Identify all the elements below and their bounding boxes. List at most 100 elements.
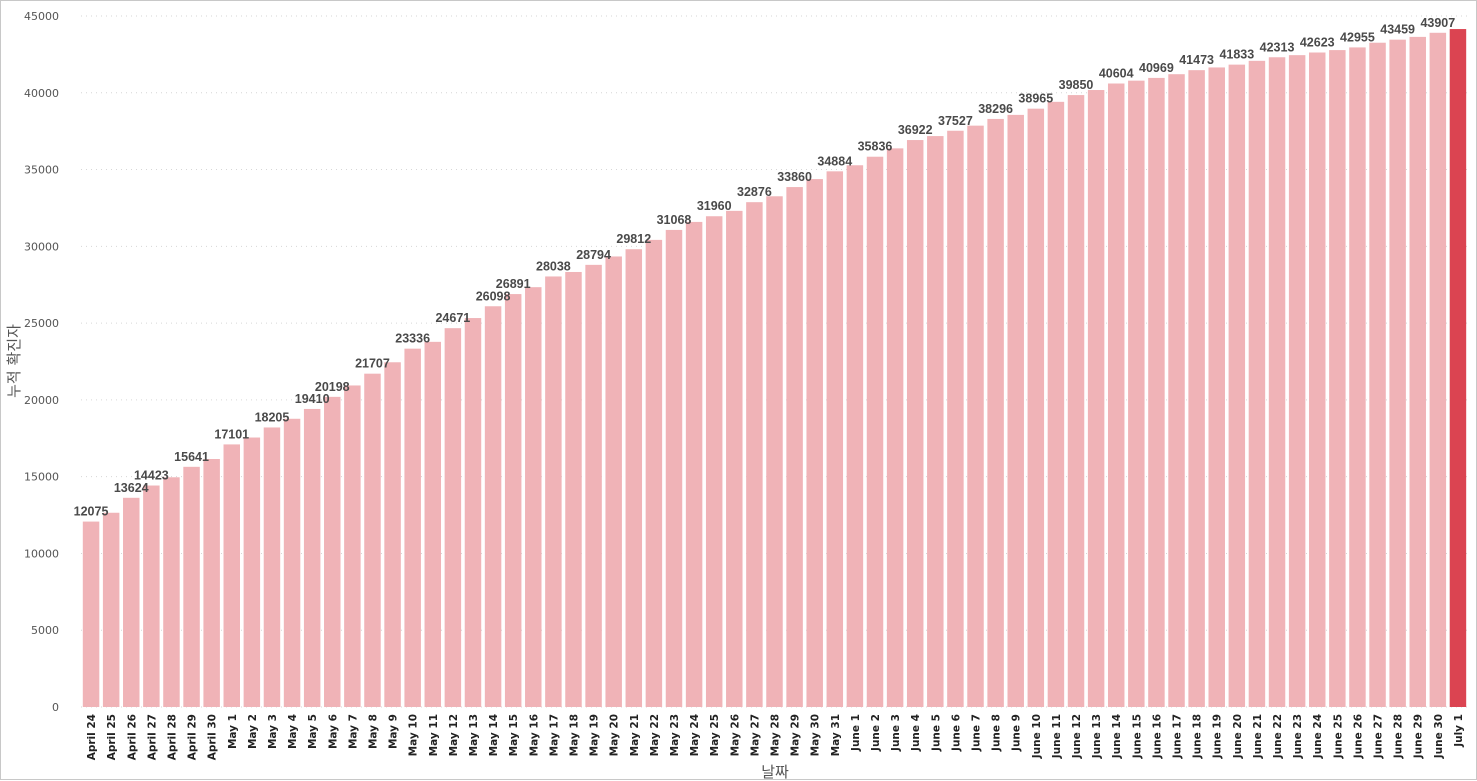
bar[interactable] [947,130,964,707]
bar[interactable] [183,466,200,707]
bar[interactable] [1288,55,1306,707]
data-label: 38296 [978,102,1013,116]
y-tick-label: 0 [52,701,59,714]
bar[interactable] [444,328,462,707]
bar[interactable] [565,271,582,707]
x-tick-label: June 28 [1393,714,1405,759]
bar[interactable] [1409,36,1426,708]
bar[interactable] [504,294,522,707]
bar[interactable] [1228,64,1246,707]
data-label: 20198 [315,380,350,394]
bar[interactable] [1067,95,1085,707]
bar[interactable] [846,165,864,708]
bar[interactable] [806,179,823,708]
x-tick-label: June 8 [991,714,1003,752]
bar[interactable] [404,348,421,707]
bar[interactable] [585,264,602,707]
bar[interactable] [324,396,341,707]
bar[interactable] [384,362,401,707]
bar[interactable] [123,497,140,707]
bar[interactable] [464,318,482,707]
x-tick-label: May 5 [307,714,319,749]
bar[interactable] [102,512,120,707]
bar[interactable] [303,408,321,707]
bar[interactable] [344,385,361,707]
x-tick-label: May 19 [589,714,601,756]
bar[interactable] [927,136,944,707]
bar[interactable] [705,216,723,707]
bar[interactable] [685,221,703,707]
bar[interactable] [243,437,261,707]
bar[interactable] [1027,108,1045,707]
y-tick-label: 45000 [24,10,59,23]
bar[interactable] [1087,90,1105,707]
x-tick-label: June 3 [890,714,902,752]
bar[interactable] [1429,32,1447,707]
bar[interactable] [1308,52,1326,707]
bar[interactable] [605,256,622,707]
bar[interactable] [1349,47,1366,708]
x-tick-label: May 11 [428,714,440,756]
bar[interactable] [525,287,542,707]
x-tick-label: May 24 [689,714,701,756]
bar[interactable] [1007,114,1024,708]
bar[interactable] [967,125,984,707]
x-tick-label: April 24 [86,714,98,760]
bar[interactable] [1268,57,1286,707]
bar[interactable] [545,276,562,707]
bar[interactable] [645,239,663,707]
bar[interactable] [766,196,783,707]
bar[interactable] [223,444,241,707]
bar[interactable] [263,427,281,707]
bar[interactable] [625,249,643,707]
data-label: 13624 [114,481,149,495]
bar[interactable] [484,306,502,707]
data-label: 21707 [355,357,390,371]
bar[interactable] [364,373,381,707]
bar[interactable] [1369,42,1386,707]
bar[interactable] [203,459,220,707]
x-tick-label: May 21 [629,714,641,756]
x-tick-label: June 4 [910,714,922,752]
x-tick-label: June 16 [1151,714,1163,759]
bar[interactable] [1107,83,1125,707]
bar[interactable] [1208,67,1225,708]
bar[interactable] [726,210,743,707]
bar[interactable] [1168,74,1185,707]
bar[interactable] [1148,77,1165,707]
bar[interactable] [786,187,803,707]
bar[interactable] [1128,80,1145,707]
data-label: 28794 [576,248,611,262]
bar[interactable] [1389,39,1406,708]
bar[interactable] [82,521,100,707]
bar[interactable] [826,171,844,708]
y-axis-title: 누적 확진자 [5,324,23,398]
bar[interactable] [143,485,160,707]
x-tick-label: June 10 [1031,714,1043,759]
bar[interactable] [424,341,442,707]
bar[interactable] [1329,50,1346,707]
bar[interactable] [1449,29,1467,707]
x-tick-label: May 27 [749,714,761,756]
data-label: 17101 [214,427,249,441]
x-tick-label: May 7 [347,714,359,749]
bar[interactable] [866,156,884,707]
bar[interactable] [163,477,180,707]
x-tick-label: June 22 [1272,714,1284,759]
bar[interactable] [665,229,683,707]
y-tick-label: 5000 [31,624,59,637]
x-tick-label: June 25 [1332,714,1344,759]
bar[interactable] [906,140,924,707]
bar[interactable] [886,148,904,708]
data-label: 38965 [1018,92,1053,106]
bar[interactable] [987,118,1004,707]
bar[interactable] [746,202,763,707]
data-label: 26098 [476,289,511,303]
bar[interactable] [1188,70,1205,707]
bar[interactable] [1248,60,1266,708]
bar[interactable] [1047,101,1065,708]
x-tick-label: April 27 [146,714,158,760]
bar[interactable] [283,418,301,707]
